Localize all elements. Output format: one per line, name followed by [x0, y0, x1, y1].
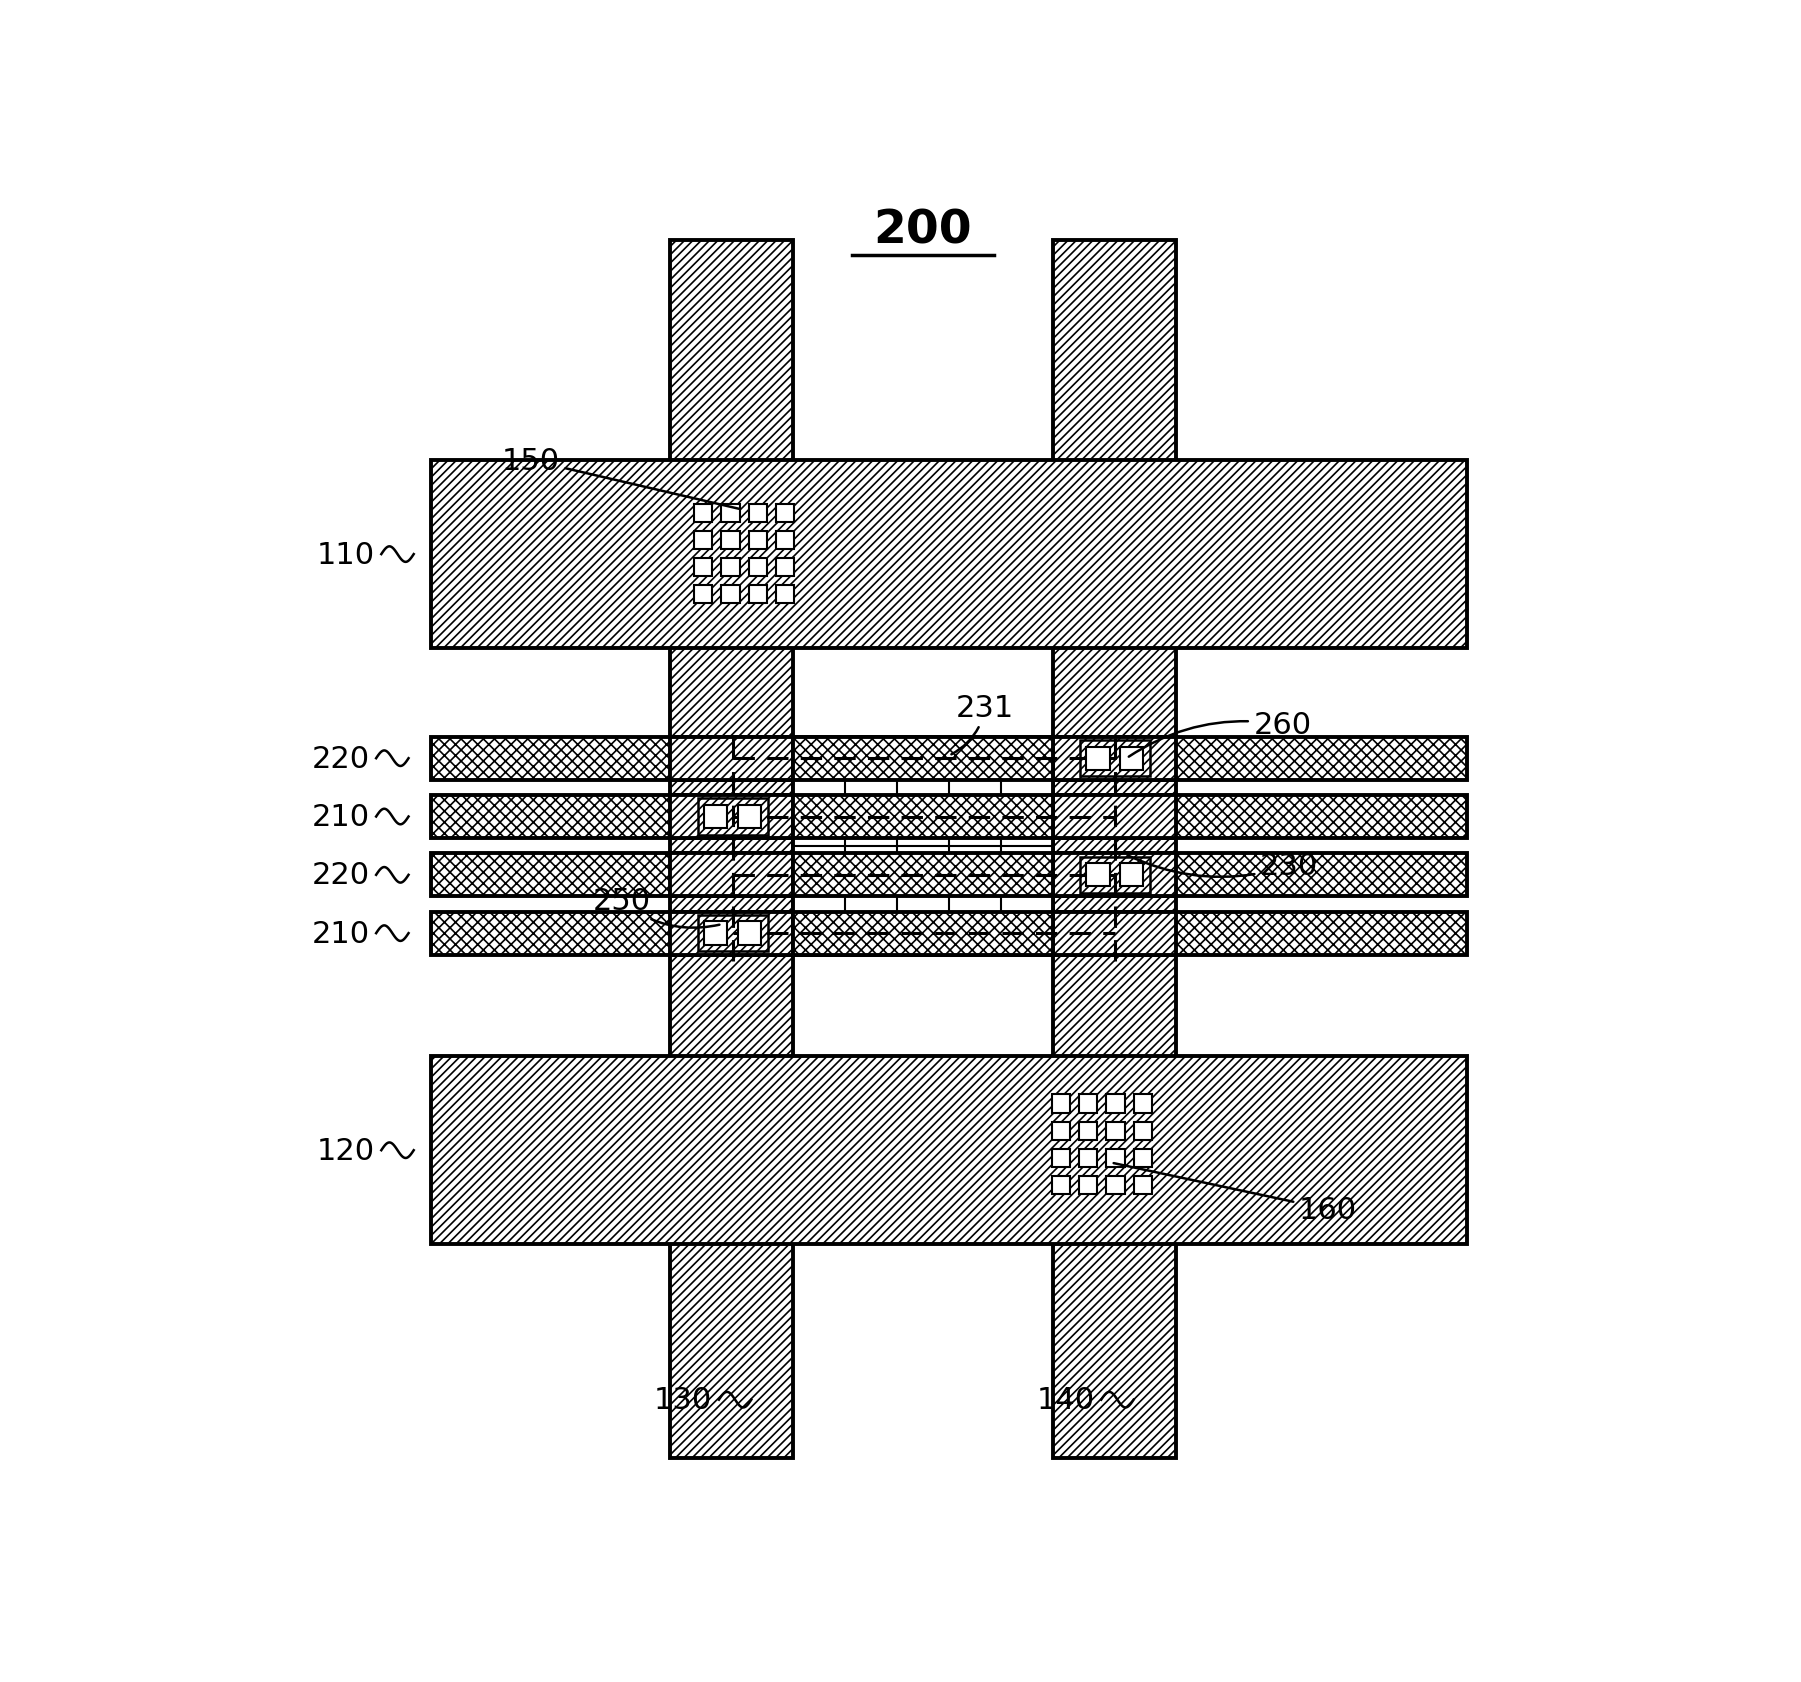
Bar — [430, 912, 1468, 955]
Bar — [1133, 1176, 1153, 1194]
Bar — [1052, 854, 1176, 897]
Bar — [722, 505, 740, 523]
Bar — [1052, 241, 1176, 1458]
Bar — [1052, 1149, 1070, 1167]
Bar — [794, 854, 1052, 897]
Text: 220: 220 — [312, 861, 369, 890]
Bar — [1086, 863, 1109, 886]
Bar — [1052, 1122, 1070, 1140]
Bar — [794, 737, 1052, 780]
Text: 150: 150 — [502, 446, 738, 510]
Bar — [704, 922, 728, 945]
Bar — [693, 585, 713, 604]
Text: 220: 220 — [312, 743, 369, 774]
Bar — [1133, 1122, 1153, 1140]
Bar — [670, 241, 794, 1458]
Bar — [693, 532, 713, 550]
Text: 260: 260 — [1129, 710, 1311, 757]
Bar — [738, 922, 762, 945]
Bar — [1081, 858, 1149, 893]
Bar — [1052, 796, 1176, 838]
Text: 200: 200 — [873, 209, 973, 254]
Bar — [1106, 1176, 1124, 1194]
Text: 140: 140 — [1037, 1386, 1095, 1415]
Bar — [1079, 1176, 1097, 1194]
Text: 130: 130 — [654, 1386, 713, 1415]
Bar — [1133, 1149, 1153, 1167]
Bar — [794, 796, 1052, 838]
Bar — [722, 585, 740, 604]
Text: 120: 120 — [317, 1135, 375, 1166]
Bar — [1120, 863, 1144, 886]
Text: 110: 110 — [317, 540, 375, 569]
Text: 210: 210 — [312, 918, 369, 949]
Text: 231: 231 — [951, 693, 1014, 755]
Text: 230: 230 — [1127, 851, 1318, 881]
Bar — [430, 461, 1468, 649]
Text: 160: 160 — [1113, 1164, 1356, 1224]
Bar — [1106, 1122, 1124, 1140]
Bar — [1079, 1095, 1097, 1113]
Bar — [1079, 1149, 1097, 1167]
Bar — [794, 912, 1052, 955]
Bar — [430, 1056, 1468, 1245]
Bar — [1133, 1095, 1153, 1113]
Bar — [697, 915, 767, 952]
Bar — [749, 558, 767, 577]
Text: 210: 210 — [312, 802, 369, 831]
Bar — [749, 532, 767, 550]
Bar — [749, 505, 767, 523]
Bar — [1081, 740, 1149, 777]
Bar — [697, 799, 767, 836]
Bar — [722, 558, 740, 577]
Bar — [670, 796, 794, 838]
Bar — [704, 806, 728, 829]
Bar — [794, 737, 1052, 955]
Text: 250: 250 — [593, 886, 719, 928]
Bar — [693, 558, 713, 577]
Bar — [430, 854, 1468, 897]
Bar — [1079, 1122, 1097, 1140]
Bar — [693, 505, 713, 523]
Bar — [670, 912, 794, 955]
Bar — [776, 585, 794, 604]
Bar — [1052, 912, 1176, 955]
Bar — [1106, 1149, 1124, 1167]
Bar — [722, 532, 740, 550]
Bar — [738, 806, 762, 829]
Bar — [776, 505, 794, 523]
Bar — [1120, 747, 1144, 770]
Bar — [776, 558, 794, 577]
Bar — [1052, 1095, 1070, 1113]
Bar — [430, 737, 1468, 780]
Bar — [1052, 1176, 1070, 1194]
Bar — [670, 737, 794, 780]
Bar — [1086, 747, 1109, 770]
Bar — [1052, 737, 1176, 780]
Bar — [430, 796, 1468, 838]
Bar — [670, 854, 794, 897]
Bar — [776, 532, 794, 550]
Bar — [749, 585, 767, 604]
Bar — [1106, 1095, 1124, 1113]
